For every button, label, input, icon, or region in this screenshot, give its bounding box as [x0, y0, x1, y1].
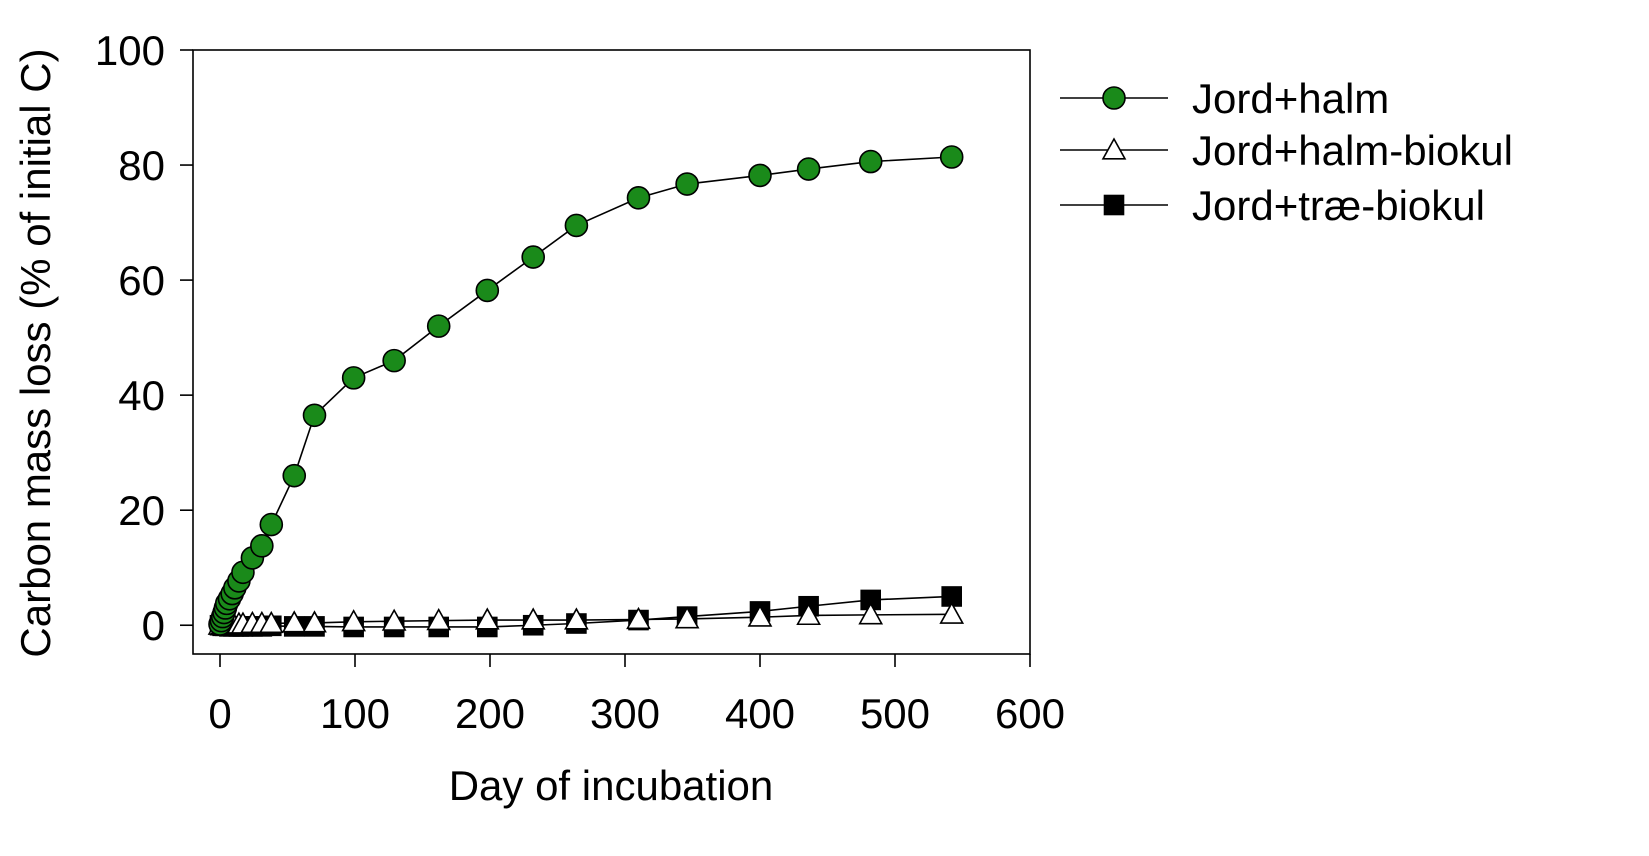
data-point: [674, 606, 700, 629]
data-point: [474, 607, 500, 630]
data-point: [259, 512, 284, 537]
data-point: [250, 534, 274, 558]
y-tick-label: 0: [142, 602, 165, 649]
y-tick-label: 80: [118, 142, 165, 189]
legend-marker: [1101, 137, 1127, 160]
data-point: [475, 278, 500, 303]
y-tick-label: 20: [118, 487, 165, 534]
y-tick-label: 60: [118, 257, 165, 304]
series-circle: [208, 145, 964, 636]
data-point: [282, 463, 307, 488]
data-point: [281, 610, 307, 633]
data-point: [564, 213, 589, 238]
data-point: [341, 366, 366, 390]
data-point: [748, 163, 772, 188]
x-tick-label: 500: [860, 690, 930, 737]
x-tick-label: 100: [320, 690, 390, 737]
data-point: [382, 348, 406, 373]
data-point: [426, 314, 451, 338]
y-axis: 0 20 40 60 80 100: [95, 27, 193, 649]
x-tick-label: 400: [725, 690, 795, 737]
legend: Jord+halm Jord+halm-biokul Jord+træ-biokul: [1060, 75, 1513, 229]
legend-item: Jord+træ-biokul: [1060, 182, 1485, 229]
legend-item: Jord+halm: [1060, 75, 1389, 122]
legend-label: Jord+halm: [1192, 75, 1389, 122]
data-point: [564, 607, 589, 630]
data-point: [626, 606, 651, 630]
data-point: [302, 610, 327, 633]
data-point: [747, 604, 773, 627]
y-axis-label: Carbon mass loss (% of initial C): [12, 48, 59, 657]
x-tick-label: 300: [590, 690, 660, 737]
data-point: [341, 609, 367, 632]
legend-marker: [1103, 194, 1125, 216]
data-point: [939, 145, 964, 169]
data-point: [521, 245, 546, 269]
data-point: [796, 157, 821, 181]
data-point: [675, 172, 699, 196]
plot-frame: [192, 49, 1031, 655]
legend-label: Jord+halm-biokul: [1192, 127, 1513, 174]
data-point: [939, 601, 965, 624]
series-layer: [207, 145, 965, 638]
data-point: [381, 608, 407, 631]
data-point: [426, 607, 452, 631]
y-tick-label: 100: [95, 27, 165, 74]
data-point: [520, 607, 546, 630]
y-tick-label: 40: [118, 372, 165, 419]
data-point: [258, 610, 284, 634]
legend-marker: [1102, 86, 1126, 110]
data-point: [302, 403, 327, 428]
data-point: [858, 602, 884, 625]
x-tick-label: 200: [455, 690, 525, 737]
x-axis: 0 100 200 300 400 500 600: [208, 654, 1065, 737]
x-tick-label: 600: [995, 690, 1065, 737]
x-axis-label: Day of incubation: [449, 762, 774, 809]
data-point: [858, 149, 883, 174]
data-point: [796, 602, 821, 626]
legend-label: Jord+træ-biokul: [1192, 182, 1485, 229]
x-tick-label: 0: [208, 690, 231, 737]
data-point: [626, 186, 651, 210]
legend-item: Jord+halm-biokul: [1060, 127, 1513, 174]
